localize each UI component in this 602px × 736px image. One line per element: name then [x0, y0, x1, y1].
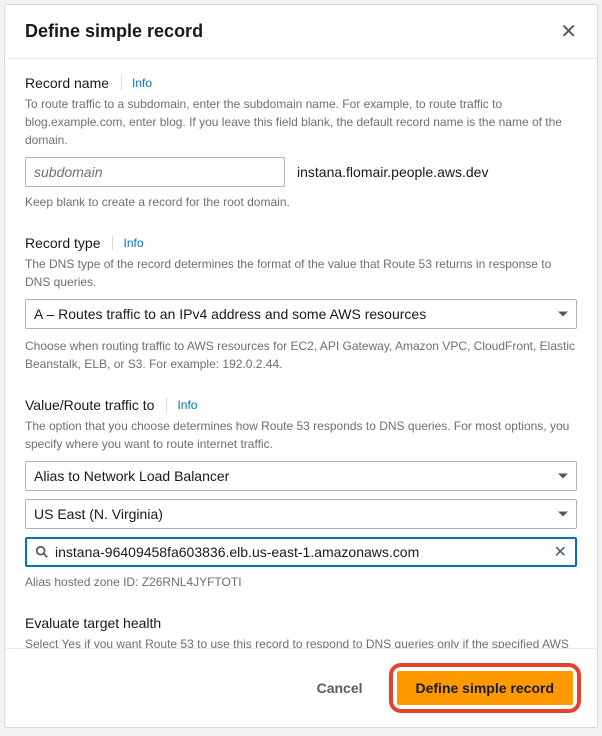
route-to-hint: Alias hosted zone ID: Z26RNL4JYFTOTI [25, 573, 577, 591]
search-icon [35, 545, 49, 559]
clear-icon[interactable]: ✕ [554, 542, 567, 562]
alias-type-select[interactable]: Alias to Network Load Balancer [25, 461, 577, 491]
record-type-label: Record type [25, 235, 100, 251]
chevron-down-icon [558, 512, 568, 517]
alias-type-value: Alias to Network Load Balancer [34, 468, 229, 484]
record-type-select[interactable]: A – Routes traffic to an IPv4 address an… [25, 299, 577, 329]
modal-title: Define simple record [25, 21, 203, 42]
info-link[interactable]: Info [166, 398, 197, 412]
info-link[interactable]: Info [121, 76, 152, 90]
chevron-down-icon [558, 474, 568, 479]
evaluate-health-label: Evaluate target health [25, 615, 161, 631]
record-name-label: Record name [25, 75, 109, 91]
route-to-label: Value/Route traffic to [25, 397, 154, 413]
record-name-desc: To route traffic to a subdomain, enter t… [25, 95, 577, 149]
modal-body: Record name Info To route traffic to a s… [5, 59, 597, 648]
subdomain-input[interactable] [25, 157, 285, 187]
modal-header: Define simple record ✕ [5, 5, 597, 59]
domain-suffix: instana.flomair.people.aws.dev [297, 164, 488, 180]
target-value: instana-96409458fa603836.elb.us-east-1.a… [55, 544, 419, 560]
evaluate-health-field: Evaluate target health Select Yes if you… [25, 615, 577, 648]
region-value: US East (N. Virginia) [34, 506, 163, 522]
record-name-hint: Keep blank to create a record for the ro… [25, 193, 577, 211]
modal-footer: Cancel Define simple record [5, 648, 597, 727]
cancel-button[interactable]: Cancel [299, 672, 381, 704]
route-to-desc: The option that you choose determines ho… [25, 417, 577, 453]
close-icon[interactable]: ✕ [560, 22, 577, 42]
record-type-value: A – Routes traffic to an IPv4 address an… [34, 306, 426, 322]
define-record-modal: Define simple record ✕ Record name Info … [4, 4, 598, 728]
record-type-field: Record type Info The DNS type of the rec… [25, 235, 577, 373]
highlight-annotation: Define simple record [389, 663, 582, 713]
target-select[interactable]: instana-96409458fa603836.elb.us-east-1.a… [25, 537, 577, 567]
chevron-down-icon [558, 312, 568, 317]
region-select[interactable]: US East (N. Virginia) [25, 499, 577, 529]
info-link[interactable]: Info [112, 236, 143, 250]
define-record-button[interactable]: Define simple record [397, 671, 574, 705]
record-name-field: Record name Info To route traffic to a s… [25, 75, 577, 211]
record-type-desc: The DNS type of the record determines th… [25, 255, 577, 291]
record-type-hint: Choose when routing traffic to AWS resou… [25, 337, 577, 373]
evaluate-health-desc: Select Yes if you want Route 53 to use t… [25, 635, 577, 648]
route-to-field: Value/Route traffic to Info The option t… [25, 397, 577, 591]
